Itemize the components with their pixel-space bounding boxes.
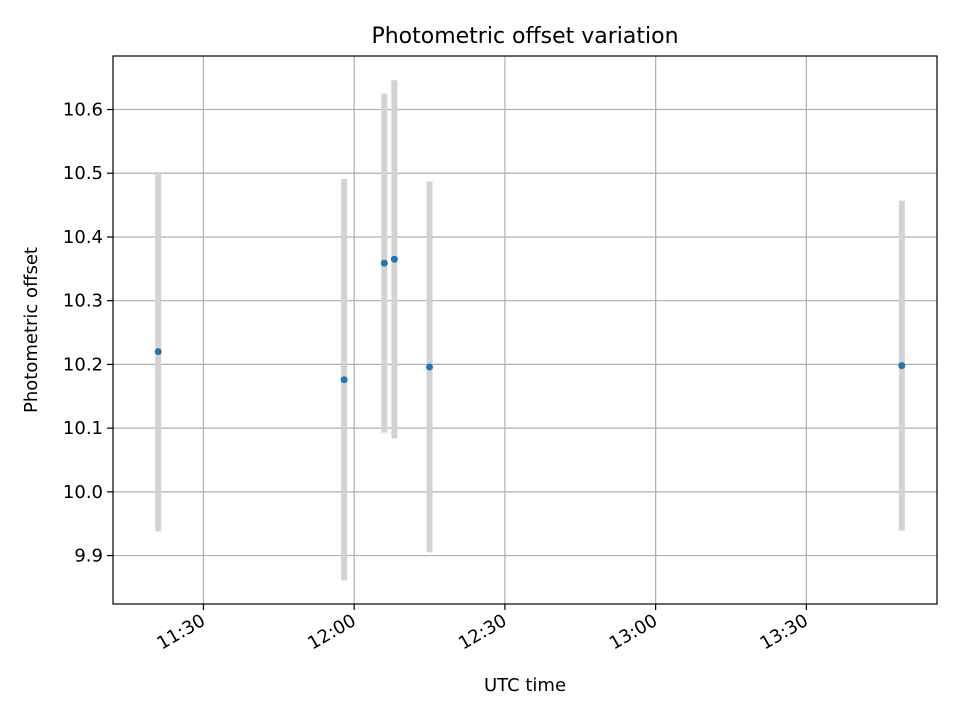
y-axis-ticks: 9.9 10.0 10.1 10.2 10.3 10.4 10.5 10.6: [63, 100, 113, 567]
y-tick-label: 10.2: [63, 354, 103, 375]
data-point: [390, 255, 398, 263]
y-tick-label: 10.0: [63, 482, 103, 503]
x-axis-label: UTC time: [484, 675, 566, 696]
data-point: [898, 362, 906, 370]
y-tick-label: 10.6: [63, 100, 103, 121]
grid: [113, 56, 937, 604]
y-tick-label: 9.9: [74, 546, 103, 567]
plot-frame: [112, 55, 938, 605]
data-points: [154, 255, 906, 384]
chart-title: Photometric offset variation: [371, 24, 678, 49]
data-point: [426, 363, 434, 371]
y-tick-label: 10.4: [63, 227, 103, 248]
y-tick-label: 10.3: [63, 291, 103, 312]
plot-area: [113, 56, 937, 604]
data-point: [340, 376, 348, 384]
y-tick-label: 10.1: [63, 418, 103, 439]
data-point: [154, 348, 162, 356]
data-point: [380, 259, 388, 267]
y-tick-label: 10.5: [63, 163, 103, 184]
y-axis-label: Photometric offset: [21, 247, 42, 413]
